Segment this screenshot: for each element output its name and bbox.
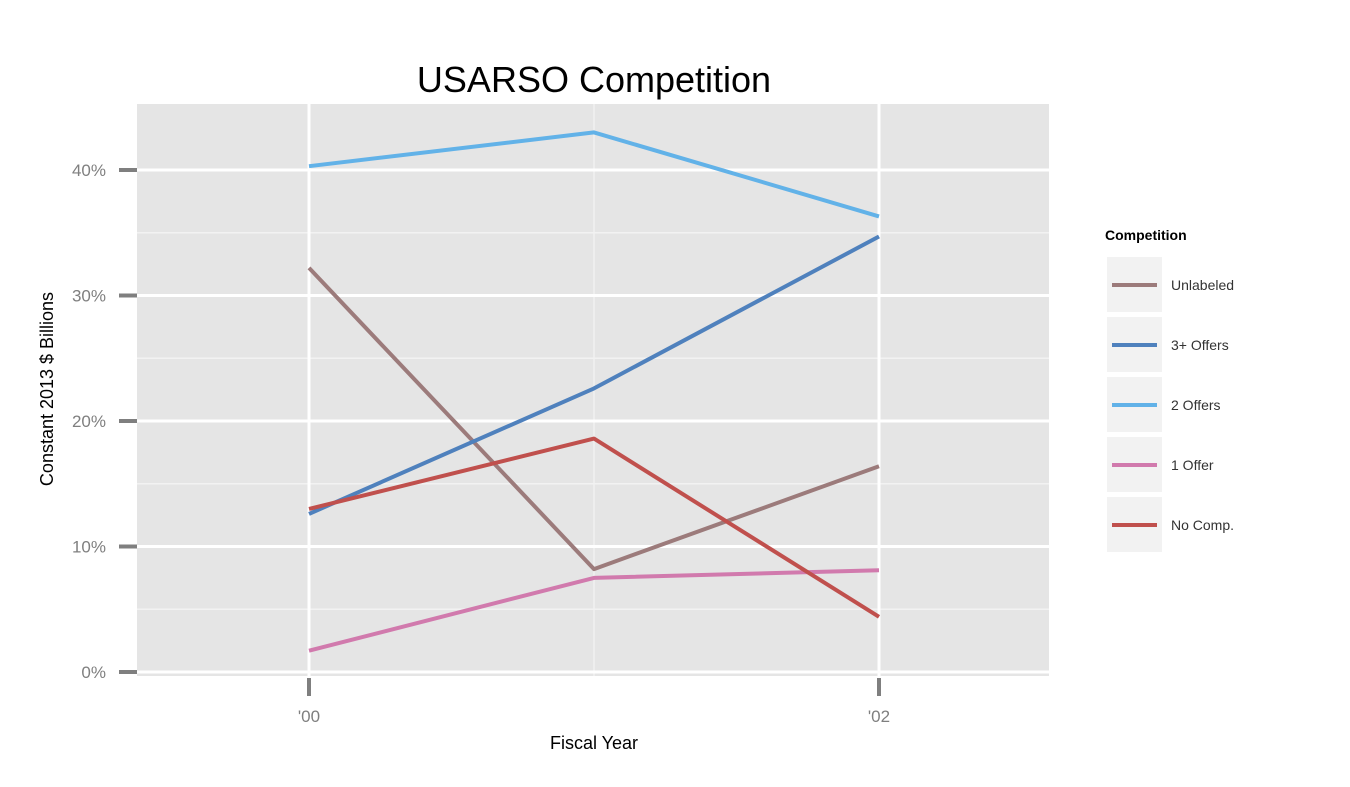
y-axis-label: Constant 2013 $ Billions (37, 292, 57, 486)
x-axis-label: Fiscal Year (550, 733, 638, 753)
series-line-3-offers (308, 234, 880, 516)
y-tick-label: 0% (81, 663, 106, 682)
legend-items: Unlabeled 3+ Offers 2 Offers 1 Offer No Comp… (1107, 257, 1234, 552)
legend-label: No Comp. (1171, 517, 1234, 533)
chart-title: USARSO Competition (417, 59, 771, 100)
x-axis: '00 '02 (298, 678, 890, 726)
major-gridlines (137, 104, 1049, 676)
y-tick-label: 20% (72, 412, 106, 431)
minor-gridlines (137, 104, 1049, 676)
series-line-2-offers (308, 130, 880, 219)
legend-item: 2 Offers (1107, 377, 1221, 432)
legend-label: 1 Offer (1171, 457, 1214, 473)
legend-item: Unlabeled (1107, 257, 1234, 312)
series-line-unlabeled (307, 266, 880, 572)
legend-title: Competition (1105, 227, 1187, 243)
x-tick-label: '02 (868, 707, 890, 726)
legend: Competition Unlabeled 3+ Offers 2 Offers 1 … (1105, 227, 1234, 552)
series-line-1-offer (308, 568, 880, 653)
legend-label: 2 Offers (1171, 397, 1221, 413)
legend-item: 3+ Offers (1107, 317, 1229, 372)
series-line-no-comp (308, 436, 881, 619)
legend-item: 1 Offer (1107, 437, 1214, 492)
y-axis: 0% 10% 20% 30% 40% (72, 161, 137, 682)
series-lines (307, 130, 881, 653)
y-tick-label: 30% (72, 287, 106, 306)
legend-label: Unlabeled (1171, 277, 1234, 293)
legend-item: No Comp. (1107, 497, 1234, 552)
legend-label: 3+ Offers (1171, 337, 1229, 353)
y-tick-label: 40% (72, 161, 106, 180)
x-tick-label: '00 (298, 707, 320, 726)
y-tick-label: 10% (72, 538, 106, 557)
